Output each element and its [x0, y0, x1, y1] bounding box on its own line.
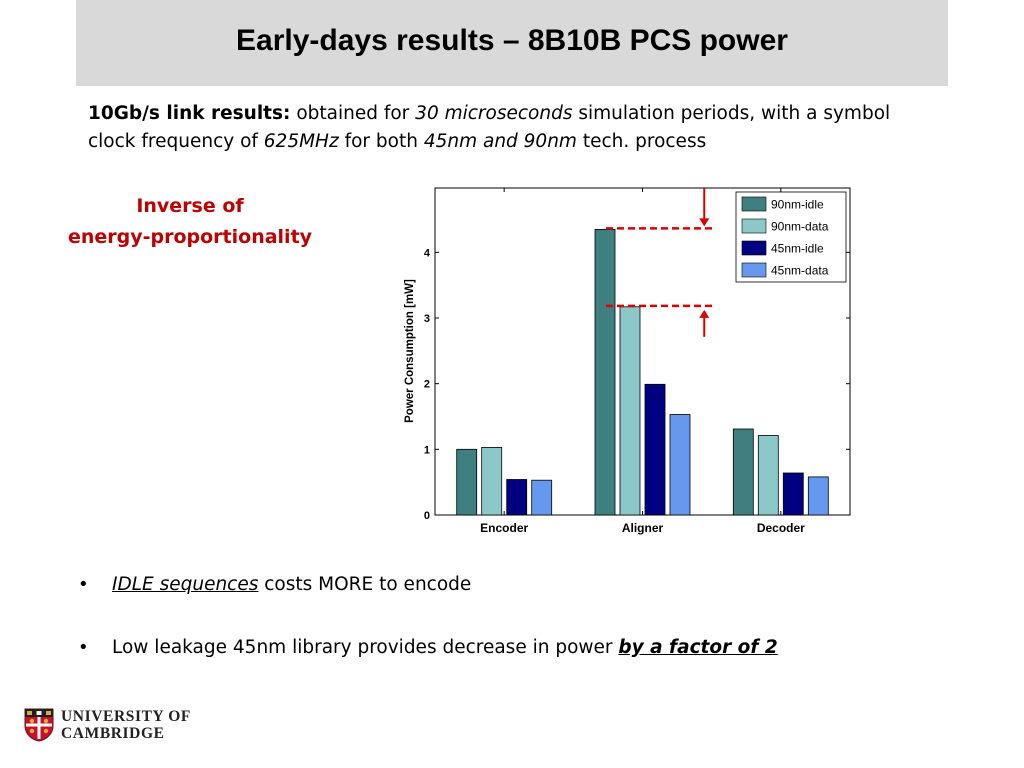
annotation-line-1: Inverse of: [136, 195, 244, 217]
bar-decoder-90nm-data: [757, 435, 779, 516]
intro-text-3: for both: [338, 131, 424, 152]
bar-encoder-90nm-data: [481, 446, 503, 516]
bar-aligner-45nm-data: [669, 414, 691, 516]
y-tick-label: 4: [424, 247, 431, 259]
bar-decoder-45nm-data: [807, 476, 829, 516]
y-tick-label: 3: [424, 313, 430, 325]
bullet-item-1: • IDLE sequences costs MORE to encode: [78, 574, 978, 606]
y-tick-label: 0: [424, 510, 430, 522]
y-tick-label: 2: [424, 379, 430, 391]
bar-decoder-45nm-idle: [782, 472, 804, 516]
x-tick-label: Aligner: [622, 521, 664, 535]
university-logo: UNIVERSITY OF CAMBRIDGE: [24, 708, 191, 742]
bullet-2-emphasis: by a factor of 2: [618, 637, 778, 658]
legend: 90nm-idle 90nm-data 45nm-idle 45nm-data: [735, 191, 847, 283]
annotation-line-2: energy-proportionality: [67, 226, 313, 248]
intro-text-2: simulation periods, with a symbol clock …: [88, 103, 891, 152]
intro-italic-2: 625MHz: [263, 131, 339, 152]
bullet-item-2: • Low leakage 45nm library provides decr…: [78, 637, 978, 669]
x-ticks-group: Encoder Aligner Decoder: [480, 188, 805, 535]
title-bar: Early-days results – 8B10B PCS power: [76, 0, 948, 86]
bar-decoder-90nm-idle: [732, 428, 754, 516]
y-axis-label: Power Consumption [mW]: [404, 279, 416, 423]
legend-label-90nm-data: 90nm-data: [771, 220, 829, 234]
slide-title: Early-days results – 8B10B PCS power: [236, 24, 788, 57]
bullet-marker: •: [78, 637, 89, 658]
intro-text-1: obtained for: [290, 103, 416, 124]
legend-swatch-45nm-data: [741, 262, 767, 278]
intro-paragraph: 10Gb/s link results: obtained for 30 mic…: [88, 100, 938, 156]
legend-label-90nm-idle: 90nm-idle: [771, 198, 824, 212]
arrow-down-head-icon: [699, 218, 710, 227]
y-tick-label: 1: [424, 444, 430, 456]
logo-line-2: CAMBRIDGE: [61, 725, 165, 742]
logo-line-1: UNIVERSITY OF: [61, 708, 191, 725]
bar-encoder-90nm-idle: [456, 448, 478, 516]
legend-swatch-90nm-idle: [741, 196, 767, 212]
bullet-marker: •: [78, 574, 89, 595]
intro-italic-1: 30 microseconds: [415, 103, 573, 124]
bars-group: [456, 229, 829, 516]
legend-label-45nm-idle: 45nm-idle: [771, 242, 824, 256]
legend-swatch-45nm-idle: [741, 240, 767, 256]
x-tick-label: Encoder: [480, 521, 528, 535]
y-ticks-group: 0 1 2 3 4: [424, 247, 850, 522]
annotation-label: Inverse of energy-proportionality: [40, 191, 340, 253]
x-tick-label: Decoder: [757, 521, 805, 535]
power-bar-chart: 0 1 2 3 4 Encoder Aligner Decoder Power Consum…: [404, 187, 851, 535]
bar-aligner-90nm-data: [619, 306, 641, 516]
bullet-2-text: Low leakage 45nm library provides decrea…: [112, 637, 619, 658]
intro-italic-3: 45nm and 90nm: [423, 131, 577, 152]
bullet-list: • IDLE sequences costs MORE to encode • …: [78, 574, 978, 669]
annotation-markers: [606, 188, 713, 337]
legend-swatch-90nm-data: [741, 218, 767, 234]
idle-sequences-link[interactable]: IDLE sequences: [112, 574, 259, 595]
bar-encoder-45nm-idle: [506, 479, 528, 516]
bar-encoder-45nm-data: [531, 479, 553, 516]
intro-lead: 10Gb/s link results:: [88, 103, 291, 124]
cambridge-crest-icon: [24, 708, 54, 742]
bullet-1-text: costs MORE to encode: [258, 574, 472, 595]
legend-label-45nm-data: 45nm-data: [771, 264, 829, 278]
arrow-up-head-icon: [699, 309, 710, 318]
intro-text-4: tech. process: [576, 131, 707, 152]
bar-aligner-90nm-idle: [594, 229, 616, 516]
bar-aligner-45nm-idle: [644, 383, 666, 516]
